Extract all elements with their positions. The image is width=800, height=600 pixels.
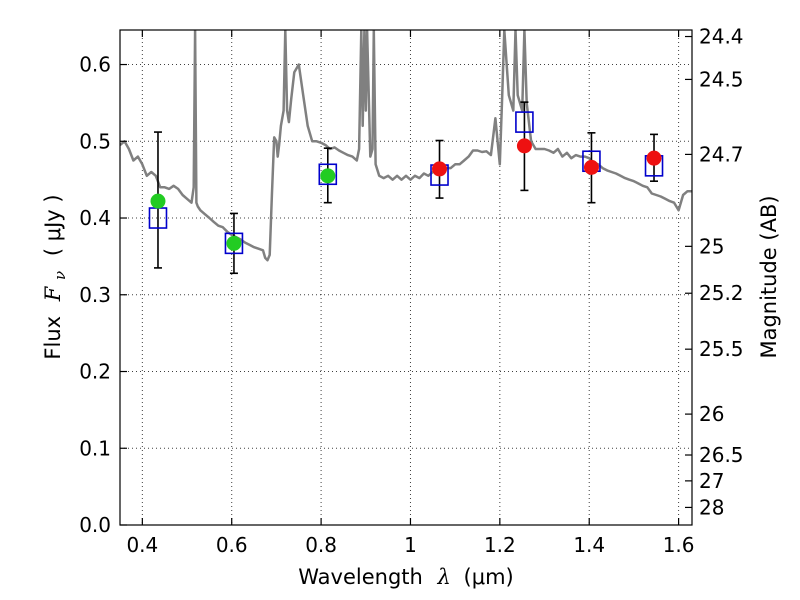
photometry-point <box>516 138 532 154</box>
y-axis-label: Flux F ν ( μJy ) <box>41 194 70 359</box>
y-tick-label: 0.3 <box>79 283 111 307</box>
y-axis-label-symbol: F <box>41 285 65 302</box>
y2-tick-label: 26 <box>699 402 724 426</box>
photometry-point <box>150 193 166 209</box>
y-axis-label-unit: ( μJy ) <box>41 194 65 256</box>
y-axis-label-prefix: Flux <box>41 316 65 360</box>
x-tick-label: 1 <box>404 533 417 557</box>
y2-tick-label: 27 <box>699 469 724 493</box>
photometry-point <box>226 235 242 251</box>
y2-tick-label: 28 <box>699 495 724 519</box>
data-markers <box>148 111 664 255</box>
y-axis-label-subscript: ν <box>51 271 69 280</box>
x-axis-label-symbol: λ <box>437 565 451 589</box>
x-tick-label: 1.6 <box>663 533 695 557</box>
model-square-marker <box>224 232 244 255</box>
model-square-marker <box>515 111 534 133</box>
x-axis-label-unit: (μm) <box>464 565 514 589</box>
x-tick-label: 0.8 <box>305 533 337 557</box>
x-tick-label: 1.2 <box>484 533 516 557</box>
photometry-point <box>583 159 599 175</box>
y2-tick-label: 24.7 <box>699 142 744 166</box>
photometry-point <box>432 161 448 177</box>
x-tick-label: 0.4 <box>126 533 158 557</box>
x-axis-label: Wavelength λ (μm) <box>298 565 513 589</box>
y-tick-label: 0.0 <box>79 513 111 537</box>
y-tick-label: 0.5 <box>79 129 111 153</box>
photometry-point <box>320 168 336 184</box>
y2-axis-label: Magnitude (AB) <box>757 195 781 358</box>
y2-tick-label: 25.5 <box>699 337 744 361</box>
x-axis-label-prefix: Wavelength <box>298 565 423 589</box>
y-tick-label: 0.4 <box>79 206 111 230</box>
grid-lines <box>120 30 692 526</box>
x-tick-label: 1.4 <box>573 533 605 557</box>
model-square-marker <box>318 163 338 186</box>
y-tick-label: 0.1 <box>79 436 111 460</box>
spectrum-line <box>120 30 692 262</box>
plot-frame <box>119 29 693 526</box>
y-tick-label: 0.6 <box>79 53 111 77</box>
x-tick-label: 0.6 <box>216 533 248 557</box>
y2-tick-label: 24.5 <box>699 67 744 91</box>
y2-tick-label: 26.5 <box>699 443 744 467</box>
y2-tick-label: 25.2 <box>699 281 744 305</box>
y2-tick-label: 24.4 <box>699 25 744 49</box>
photometry-point <box>646 150 662 166</box>
spectrum-layer <box>120 30 692 262</box>
y2-tick-label: 25 <box>699 234 724 258</box>
y-tick-label: 0.2 <box>79 360 111 384</box>
axis-ticks: 0.4 0.6 0.8 1 1.2 1.4 1.6 0.0 0.1 0.2 0.3 0.4 0.5 0.6… <box>79 25 743 557</box>
